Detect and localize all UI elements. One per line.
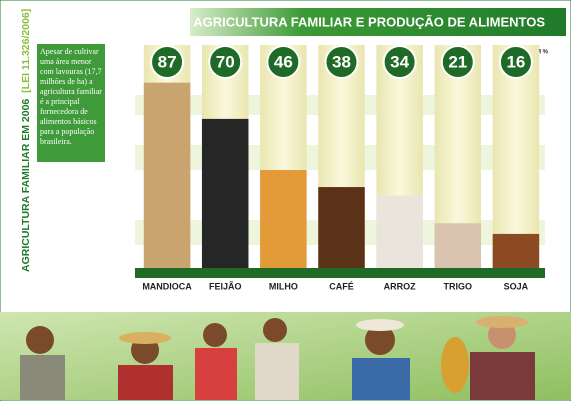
column-bg xyxy=(492,45,540,268)
bar xyxy=(434,223,482,268)
value-label: 21 xyxy=(448,52,467,71)
side-title-sub: [LEI 11.326/2006] xyxy=(20,9,32,93)
side-title: AGRICULTURA FAMILIAR EM 2006 [LEI 11.326… xyxy=(20,9,32,272)
value-badge xyxy=(440,45,475,79)
bar xyxy=(143,82,191,268)
value-badge xyxy=(266,45,301,79)
title-banner xyxy=(190,8,566,36)
value-badge xyxy=(382,45,417,79)
x-tick-label: ARROZ xyxy=(384,281,416,291)
value-label: 16 xyxy=(506,52,525,71)
plot: 87 MANDIOCA 70 FEIJÃO 46 MILHO 38 CAFÉ 34 ARROZ 21… xyxy=(142,45,540,291)
people xyxy=(20,316,535,400)
note: Apesar de cultivar uma área menor com la… xyxy=(37,44,105,162)
x-tick-label: CAFÉ xyxy=(329,281,354,291)
value-label: 38 xyxy=(332,52,351,71)
value-label: 87 xyxy=(158,52,177,71)
x-tick-label: MILHO xyxy=(269,281,298,291)
x-tick-label: MANDIOCA xyxy=(142,281,192,291)
x-tick-label: SOJA xyxy=(504,281,529,291)
baseline xyxy=(135,268,545,278)
value-badge xyxy=(150,45,185,79)
unit-label: EM % xyxy=(532,50,549,56)
x-tick-label: FEIJÃO xyxy=(209,281,242,291)
bar xyxy=(201,118,249,269)
x-tick-label: TRIGO xyxy=(444,281,473,291)
value-label: 70 xyxy=(216,52,235,71)
bar xyxy=(318,187,365,268)
value-label: 34 xyxy=(390,52,409,71)
value-badge xyxy=(498,45,533,79)
bar xyxy=(260,170,307,268)
bar xyxy=(492,233,540,268)
side-title-main: AGRICULTURA FAMILIAR EM 2006 xyxy=(20,99,32,272)
value-label: 46 xyxy=(274,52,293,71)
value-badge xyxy=(324,45,359,79)
value-badge xyxy=(208,45,243,79)
chart-title: AGRICULTURA FAMILIAR E PRODUÇÃO DE ALIME… xyxy=(193,14,545,29)
bar xyxy=(376,195,423,268)
